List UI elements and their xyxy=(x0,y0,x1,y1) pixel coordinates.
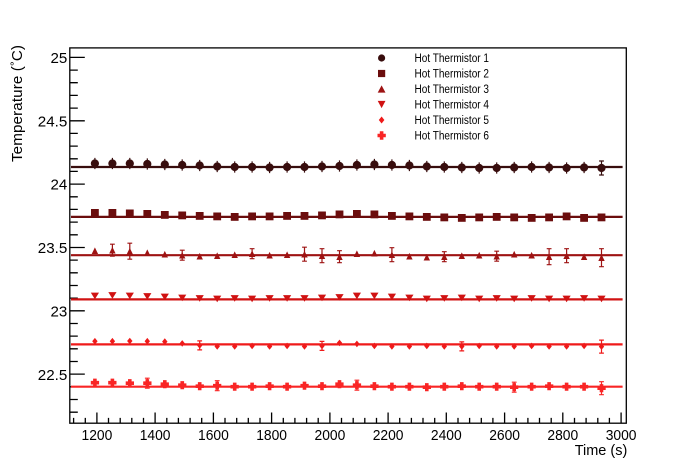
svg-text:1400: 1400 xyxy=(140,427,171,444)
svg-text:Hot Thermistor 6: Hot Thermistor 6 xyxy=(415,131,490,143)
svg-text:25: 25 xyxy=(51,50,68,67)
svg-text:Hot Thermistor 4: Hot Thermistor 4 xyxy=(415,100,490,112)
svg-text:Hot Thermistor 3: Hot Thermistor 3 xyxy=(415,84,490,96)
svg-text:Hot Thermistor 1: Hot Thermistor 1 xyxy=(415,53,490,65)
svg-text:2400: 2400 xyxy=(431,427,462,444)
svg-text:23: 23 xyxy=(51,303,68,320)
svg-text:3000: 3000 xyxy=(606,427,637,444)
svg-text:22.5: 22.5 xyxy=(38,367,68,384)
svg-text:1800: 1800 xyxy=(256,427,287,444)
svg-text:Temperature (°C): Temperature (°C) xyxy=(8,45,27,162)
svg-text:2000: 2000 xyxy=(315,427,346,444)
svg-text:1600: 1600 xyxy=(198,427,229,444)
svg-text:2800: 2800 xyxy=(547,427,578,444)
svg-text:23.5: 23.5 xyxy=(38,240,68,257)
svg-text:Time (s): Time (s) xyxy=(575,442,628,459)
svg-text:1200: 1200 xyxy=(82,427,113,444)
svg-text:24: 24 xyxy=(51,177,68,194)
svg-text:Hot Thermistor 5: Hot Thermistor 5 xyxy=(415,115,490,127)
svg-text:2600: 2600 xyxy=(489,427,520,444)
svg-text:24.5: 24.5 xyxy=(38,113,68,130)
svg-text:2200: 2200 xyxy=(373,427,404,444)
svg-text:Hot Thermistor 2: Hot Thermistor 2 xyxy=(415,69,490,81)
